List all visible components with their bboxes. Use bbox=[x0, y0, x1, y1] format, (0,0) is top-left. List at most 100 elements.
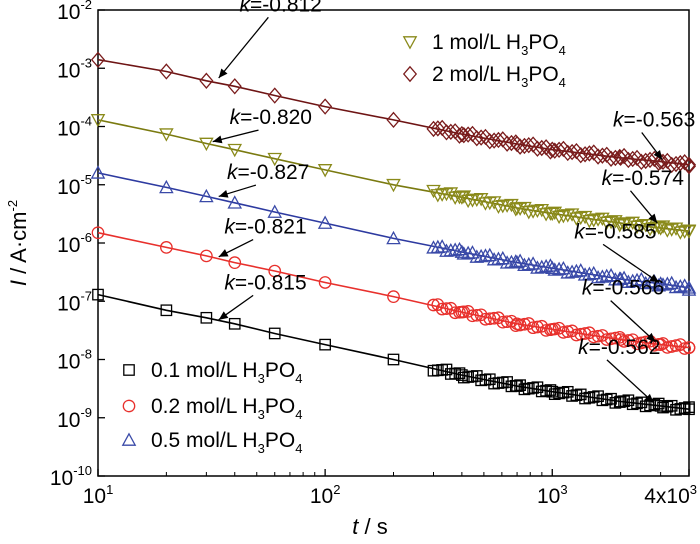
data-point bbox=[513, 318, 527, 332]
data-point bbox=[621, 274, 636, 288]
data-point bbox=[500, 315, 514, 329]
data-point bbox=[660, 341, 674, 354]
data-point bbox=[609, 397, 622, 409]
data-point bbox=[527, 382, 539, 394]
data-point bbox=[681, 158, 697, 175]
data-point bbox=[677, 225, 692, 239]
data-point bbox=[639, 400, 652, 413]
data-point bbox=[634, 153, 649, 171]
data-point bbox=[592, 390, 604, 403]
slope-annotation: k=-0.812 bbox=[240, 0, 322, 16]
data-point bbox=[319, 338, 331, 351]
data-point bbox=[590, 270, 606, 284]
annotations-layer: k=-0.812 k=-0.820 k=-0.827 k=-0.821 k=-0.815… bbox=[212, 0, 695, 404]
data-point bbox=[539, 324, 553, 337]
y-tick-label: 10-5 bbox=[57, 172, 92, 199]
data-point bbox=[530, 260, 545, 274]
data-point bbox=[501, 376, 513, 388]
data-point bbox=[444, 301, 458, 315]
data-point bbox=[543, 143, 558, 160]
data-point bbox=[160, 304, 173, 317]
data-point bbox=[386, 111, 401, 129]
data-point bbox=[674, 403, 687, 415]
data-point bbox=[540, 384, 552, 397]
data-point bbox=[159, 179, 174, 194]
data-point bbox=[553, 387, 565, 400]
data-point bbox=[631, 397, 643, 410]
data-point bbox=[538, 258, 554, 273]
data-point bbox=[159, 128, 174, 142]
data-point bbox=[522, 317, 536, 330]
slope-annotation: k=-0.821 bbox=[224, 216, 306, 239]
data-point bbox=[638, 275, 653, 290]
data-point bbox=[556, 209, 571, 224]
data-point bbox=[626, 398, 639, 411]
data-point bbox=[227, 78, 242, 95]
data-point bbox=[92, 288, 104, 301]
data-point bbox=[612, 148, 627, 166]
data-point bbox=[595, 269, 610, 283]
y-tick-label: 10-10 bbox=[50, 463, 92, 490]
data-point bbox=[599, 268, 615, 283]
data-point bbox=[612, 271, 628, 285]
data-point bbox=[560, 144, 575, 162]
data-point bbox=[317, 164, 333, 178]
data-point bbox=[609, 331, 622, 345]
axis-titles: t / s I / A·cm-2 bbox=[5, 200, 388, 539]
data-point bbox=[655, 220, 671, 234]
data-point bbox=[548, 322, 562, 336]
data-point bbox=[664, 156, 679, 174]
data-point bbox=[535, 319, 549, 333]
data-point bbox=[551, 261, 567, 276]
data-point bbox=[579, 392, 591, 405]
data-point bbox=[600, 333, 614, 346]
plot-area-group: 101 102 103 4x103 10-10 10-9 10-8 10-7 10-6 10-5 1… bbox=[50, 0, 697, 508]
data-point bbox=[386, 230, 401, 245]
data-point bbox=[517, 257, 532, 272]
data-point bbox=[521, 137, 536, 154]
legend-marker bbox=[402, 36, 418, 50]
markers-layer bbox=[90, 51, 697, 416]
data-point bbox=[574, 327, 588, 341]
data-point bbox=[470, 370, 483, 382]
data-point bbox=[496, 315, 510, 329]
legend-label: 1 mol/L H3PO4 bbox=[432, 31, 566, 58]
data-point bbox=[681, 224, 697, 238]
data-point bbox=[683, 401, 695, 413]
data-point bbox=[448, 306, 462, 320]
data-point bbox=[518, 317, 531, 331]
data-point bbox=[521, 256, 537, 271]
annotation-arrowhead bbox=[218, 189, 229, 198]
data-point bbox=[199, 137, 214, 152]
legend-entry: 0.2 mol/L H3PO4 bbox=[122, 395, 302, 422]
data-point bbox=[440, 302, 453, 316]
annotation-arrowhead bbox=[218, 249, 229, 257]
data-point bbox=[538, 208, 554, 222]
legend-entry: 0.5 mol/L H3PO4 bbox=[121, 429, 302, 456]
data-point bbox=[453, 367, 466, 379]
data-point bbox=[504, 134, 519, 152]
annotation-arrowhead bbox=[648, 213, 658, 224]
data-point bbox=[582, 266, 597, 280]
legend-marker bbox=[122, 399, 136, 413]
data-point bbox=[427, 298, 440, 312]
data-point bbox=[560, 265, 576, 279]
data-point bbox=[660, 276, 675, 290]
data-point bbox=[608, 149, 623, 167]
data-point bbox=[318, 98, 333, 115]
data-point bbox=[605, 392, 617, 405]
data-point bbox=[267, 204, 283, 218]
data-point bbox=[483, 373, 496, 386]
data-point bbox=[318, 276, 332, 289]
legend-label: 2 mol/L H3PO4 bbox=[432, 63, 566, 90]
data-point bbox=[681, 156, 697, 174]
data-point bbox=[655, 153, 671, 171]
x-tick-label: 103 bbox=[537, 482, 568, 508]
slope-annotation: k=-0.574 bbox=[602, 167, 685, 190]
data-point bbox=[531, 381, 544, 394]
legend-label: 0.2 mol/L H3PO4 bbox=[151, 395, 302, 422]
data-point bbox=[525, 205, 541, 219]
data-point bbox=[565, 143, 580, 161]
data-point bbox=[616, 218, 632, 232]
data-point bbox=[552, 321, 566, 335]
